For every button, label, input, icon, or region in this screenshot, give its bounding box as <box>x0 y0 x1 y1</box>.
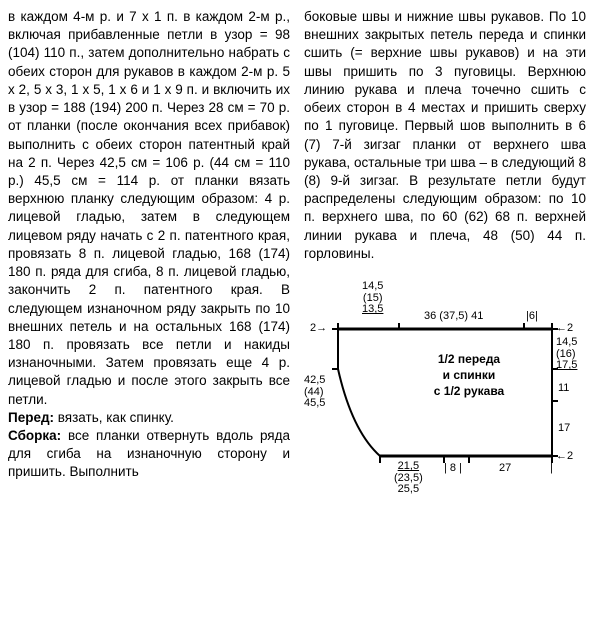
dim-top-mid: 36 (37,5) 41 <box>424 309 483 324</box>
dim-top-right: |6| <box>526 309 538 324</box>
dim-bottom-mid1: | 8 | <box>444 461 462 476</box>
assembly-label: Сборка: <box>8 428 61 443</box>
left-column: в каждом 4-м р. и 7 x 1 п. в каждом 2-м … <box>8 8 290 491</box>
front-text: вязать, как спинку. <box>54 410 174 425</box>
dim-bottom-left: 21,5 (23,5) 25,5 <box>394 461 423 496</box>
diagram-center-label: 1/2 переда и спинки с 1/2 рукава <box>414 351 524 400</box>
arrow-right-2-top: ←2 <box>556 321 573 336</box>
dim-left-stack: 42,5 (44) 45,5 <box>304 375 325 410</box>
dim-right-11: 11 <box>558 381 569 396</box>
col2-body: боковые швы и нижние швы рукавов. По 10 … <box>304 9 586 261</box>
col1-body: в каждом 4-м р. и 7 x 1 п. в каждом 2-м … <box>8 9 290 407</box>
right-column: боковые швы и нижние швы рукавов. По 10 … <box>304 8 586 491</box>
dim-bottom-mid2: 27 <box>499 461 511 476</box>
schematic-diagram: 14,5 (15) 13,5 36 (37,5) 41 |6| 2→ ←2 14… <box>304 281 576 491</box>
arrow-left-2: 2→ <box>310 321 327 336</box>
dim-top-left: 14,5 (15) 13,5 <box>362 281 383 316</box>
arrow-right-2-bottom: ←2 <box>556 449 573 464</box>
dim-right-17: 17 <box>558 421 570 436</box>
dim-bottom-right: | <box>550 461 553 476</box>
dim-right-stack: 14,5 (16) 17,5 <box>556 337 577 372</box>
front-label: Перед: <box>8 410 54 425</box>
